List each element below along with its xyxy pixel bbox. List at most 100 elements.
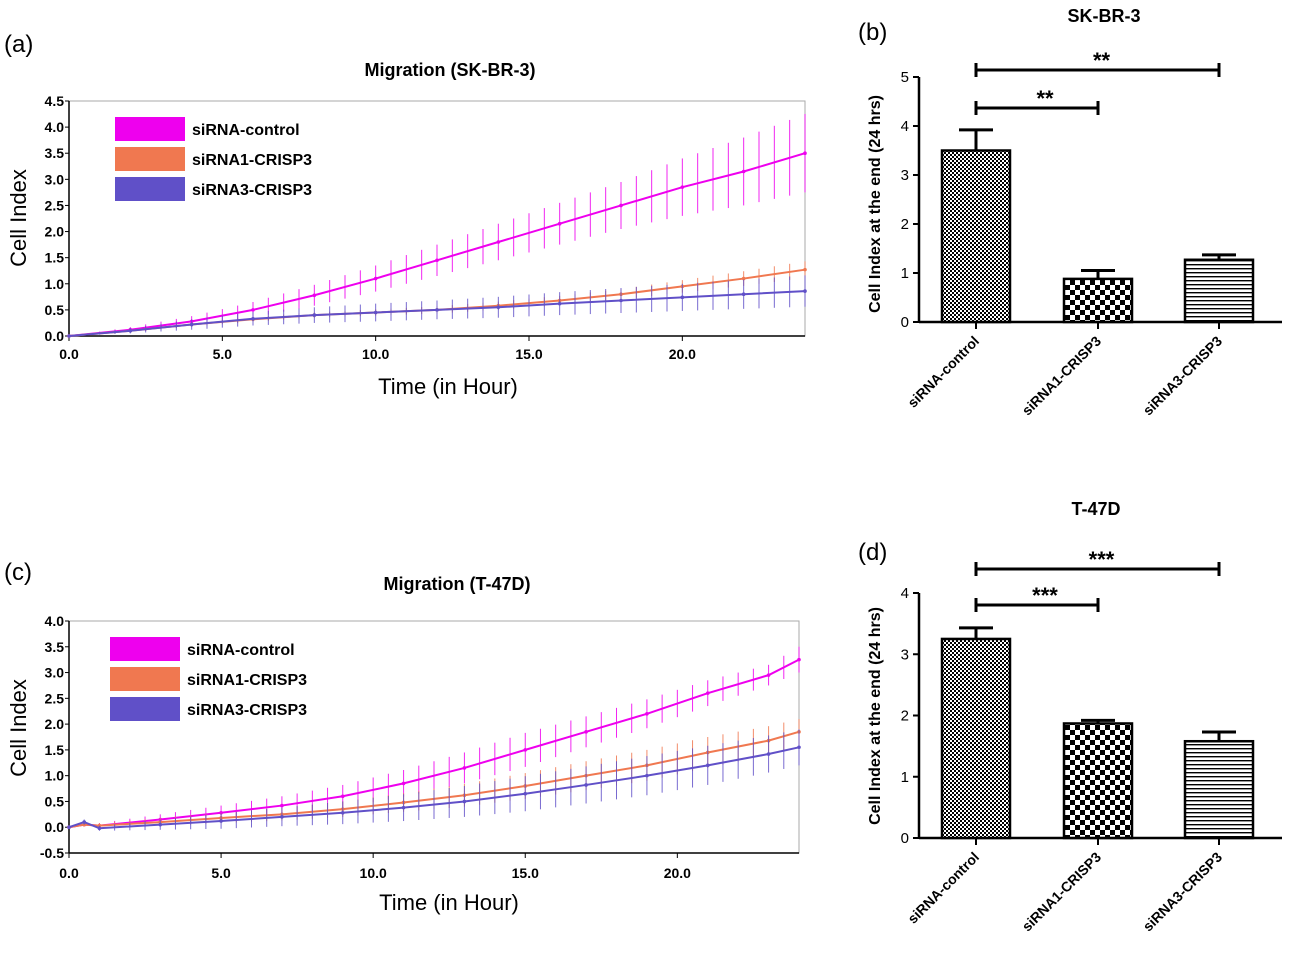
y-tick-label: 3 [901, 646, 909, 663]
y-tick-label: 3.5 [45, 639, 65, 655]
data-point [741, 292, 746, 297]
legend-swatch [110, 637, 180, 661]
bar-siRNA1-CRISP3 [1062, 722, 1134, 840]
data-point [251, 308, 255, 312]
data-point [496, 305, 501, 310]
y-tick-label: 0.0 [45, 328, 65, 344]
y-tick-label: 4.0 [45, 613, 65, 629]
panel-c-label: (c) [4, 559, 32, 586]
data-point [680, 185, 685, 189]
panel-b-ylabel: Cell Index at the end (24 hrs) [867, 95, 884, 313]
panel-a-ylabel: Cell Index [6, 169, 31, 267]
data-point [82, 820, 87, 824]
data-point [462, 766, 467, 770]
y-tick-label: 0.5 [45, 302, 65, 318]
legend-label: siRNA1-CRISP3 [187, 672, 307, 689]
x-tick-label: 5.0 [211, 865, 231, 881]
data-point [619, 203, 623, 208]
y-tick-label: 1.0 [45, 276, 65, 292]
y-tick-label: 4.5 [45, 93, 65, 109]
panel-d: (d) T-47D Cell Index at the end (24 hrs) [858, 499, 1121, 825]
y-tick-label: 4.0 [45, 119, 65, 135]
legend-swatch [115, 147, 185, 171]
bar-siRNA-control [940, 637, 1012, 840]
legend-swatch [110, 667, 180, 691]
y-tick-label: 0.0 [45, 819, 65, 835]
legend-label: siRNA-control [187, 642, 295, 659]
data-point [803, 267, 807, 272]
y-tick-label: 3.5 [45, 145, 65, 161]
legend-label: siRNA3-CRISP3 [192, 182, 312, 199]
data-point [373, 310, 378, 315]
data-point [584, 730, 588, 734]
x-tick-label: 0.0 [59, 865, 79, 881]
x-tick-label: 15.0 [512, 865, 539, 881]
panel-a-xlabel: Time (in Hour) [378, 374, 518, 399]
panel-d-label: (d) [858, 539, 887, 566]
data-point [766, 752, 771, 756]
data-point [462, 799, 467, 804]
y-tick-label: 0 [901, 314, 909, 331]
legend-swatch [110, 697, 180, 721]
series-siRNA3-CRISP3 [67, 275, 807, 338]
panel-b-label: (b) [858, 19, 887, 46]
data-point [645, 773, 649, 778]
panel-c-xlabel: Time (in Hour) [379, 890, 519, 915]
bar-siRNA3-CRISP3 [1183, 739, 1255, 840]
legend-swatch [115, 117, 185, 141]
panel-d-plot: 0 1 2 3 4 siRNA-control siRNA1-CRISP3 siRNA3-CR… [901, 547, 1282, 934]
panel-d-ylabel: Cell Index at the end (24 hrs) [867, 607, 884, 825]
data-point [67, 334, 71, 338]
y-tick-label: 2.5 [45, 690, 65, 706]
bar-siRNA-control [940, 149, 1012, 324]
y-tick-label: 4 [901, 118, 909, 135]
significance-label: *** [1032, 583, 1058, 608]
y-tick-label: 0.5 [45, 793, 65, 809]
y-tick-label: 2.0 [45, 224, 65, 240]
significance-label: *** [1089, 547, 1115, 572]
x-category-label: siRNA1-CRISP3 [1019, 849, 1105, 935]
data-point [557, 221, 562, 226]
data-point [741, 169, 746, 174]
y-tick-label: 2 [901, 708, 909, 725]
data-point [312, 293, 317, 298]
data-point [401, 781, 406, 786]
significance-label: ** [1036, 86, 1054, 111]
y-tick-label: 3.0 [45, 171, 65, 187]
y-tick-label: 3 [901, 167, 909, 184]
y-tick-label: 1.0 [45, 768, 65, 784]
y-tick-label: 1 [901, 265, 909, 282]
panel-d-title: T-47D [1071, 499, 1120, 519]
chart-marks: 0.0 5.0 10.0 15.0 20.00.00.51.01.52.02.53.03… [40, 48, 1282, 934]
significance-label: ** [1093, 48, 1111, 73]
x-category-label: siRNA-control [904, 333, 982, 411]
data-point [766, 673, 771, 677]
data-point [280, 803, 284, 808]
data-point [523, 791, 528, 796]
x-tick-label: 20.0 [669, 346, 696, 362]
panel-c-ylabel: Cell Index [6, 679, 31, 777]
y-tick-label: 2 [901, 216, 909, 233]
data-point [435, 258, 439, 263]
y-tick-label: 3.0 [45, 665, 65, 681]
data-point [645, 712, 649, 716]
legend-swatch [115, 177, 185, 201]
panel-a-plot: 0.0 5.0 10.0 15.0 20.0 0.0 0.5 1.0 1.5 2.0 2.5 3.0 3… [45, 93, 807, 362]
panel-c: (c) Migration (T-47D) Time (in Hour) Cel… [4, 559, 531, 915]
x-tick-label: 5.0 [213, 346, 233, 362]
x-tick-label: 10.0 [362, 346, 389, 362]
y-tick-label: -0.5 [40, 845, 64, 861]
y-tick-label: 1.5 [45, 742, 65, 758]
legend-label: siRNA1-CRISP3 [192, 152, 312, 169]
x-category-label: siRNA1-CRISP3 [1019, 333, 1105, 419]
y-tick-label: 5 [901, 69, 909, 86]
x-tick-label: 15.0 [515, 346, 542, 362]
data-point [496, 240, 501, 244]
x-tick-label: 20.0 [664, 865, 691, 881]
x-tick-label: 10.0 [360, 865, 387, 881]
y-tick-label: 0 [901, 830, 909, 847]
data-point [67, 825, 71, 830]
panel-c-title: Migration (T-47D) [384, 574, 531, 594]
data-point [158, 822, 163, 827]
